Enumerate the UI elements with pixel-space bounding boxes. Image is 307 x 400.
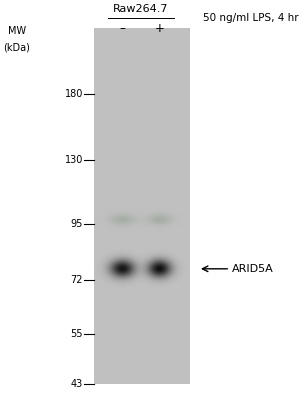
Text: (kDa): (kDa): [3, 42, 30, 52]
Text: Raw264.7: Raw264.7: [113, 4, 169, 14]
Bar: [94, 28, 190, 384]
Text: 130: 130: [64, 155, 83, 165]
Text: 95: 95: [71, 219, 83, 229]
Text: +: +: [154, 22, 164, 35]
Text: ARID5A: ARID5A: [232, 264, 274, 274]
Text: 55: 55: [70, 329, 83, 339]
Text: 180: 180: [64, 90, 83, 100]
Text: MW: MW: [8, 26, 26, 36]
Text: 72: 72: [70, 275, 83, 285]
Text: 50 ng/ml LPS, 4 hr: 50 ng/ml LPS, 4 hr: [203, 13, 298, 23]
Text: –: –: [120, 22, 126, 35]
Text: 43: 43: [71, 379, 83, 389]
